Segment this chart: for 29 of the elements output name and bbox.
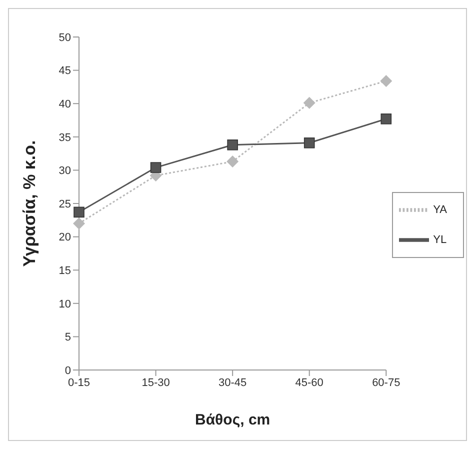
- y-tick-label: 20: [58, 232, 71, 244]
- y-tick-label: 0: [64, 364, 71, 377]
- x-tick-label: 15-30: [142, 376, 170, 389]
- y-tick-label: 30: [58, 165, 71, 178]
- x-tick-label: 0-15: [68, 376, 90, 389]
- x-axis-title: Βάθος, cm: [195, 412, 270, 429]
- y-tick-label: 35: [58, 132, 71, 144]
- x-tick-label: 45-60: [295, 376, 324, 389]
- y-axis-title: Υγρασία, % κ.ο.: [20, 140, 40, 267]
- y-tick-label: 10: [58, 298, 71, 310]
- point: [74, 206, 84, 218]
- y-tick-label: 5: [64, 332, 71, 344]
- point: [73, 217, 85, 230]
- x-tick-label: 60-75: [372, 376, 400, 389]
- point: [150, 162, 162, 173]
- y-tick-label: 40: [58, 98, 71, 111]
- point: [304, 137, 315, 148]
- legend-label: YL: [433, 233, 447, 246]
- y-tick-label: 15: [58, 265, 71, 278]
- y-tick-label: 45: [58, 65, 71, 78]
- y-tick-label: 50: [58, 32, 71, 44]
- legend-label: YA: [433, 203, 447, 216]
- point: [380, 74, 392, 87]
- point: [380, 114, 392, 124]
- point: [303, 96, 316, 109]
- point: [227, 139, 238, 150]
- point: [226, 156, 239, 168]
- y-tick-label: 25: [58, 198, 71, 210]
- x-tick-label: 30-45: [218, 376, 247, 389]
